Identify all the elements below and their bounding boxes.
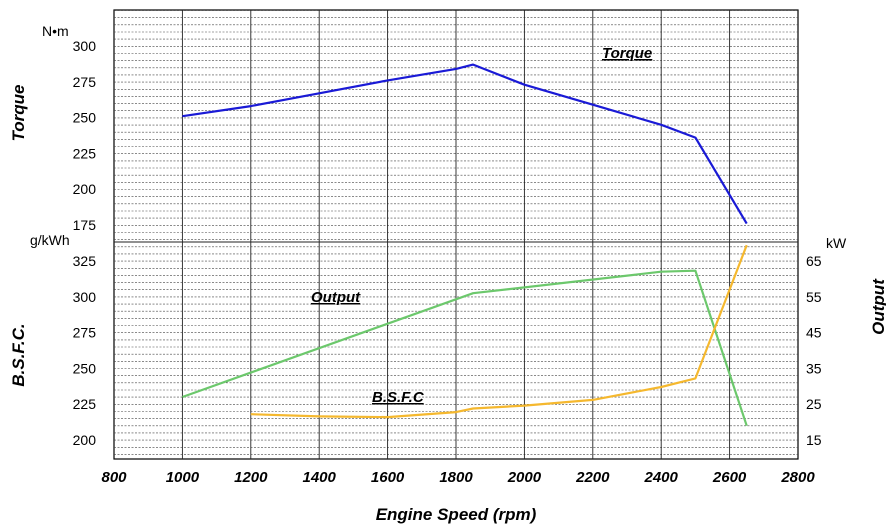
x-axis-title: Engine Speed (rpm): [376, 505, 537, 524]
bsfc-tick-label: 225: [73, 396, 97, 412]
bsfc-axis-title: B.S.F.C.: [9, 323, 28, 386]
output-tick-labels: 15 25 35 45 55 65: [806, 253, 822, 448]
output-unit: kW: [826, 235, 847, 251]
x-tick-label: 800: [101, 469, 127, 486]
output-series-label: Output: [311, 289, 361, 306]
series-line-bsfc: [250, 244, 748, 419]
bsfc-unit: g/kWh: [30, 232, 70, 248]
series-line-torque: [182, 63, 748, 225]
torque-tick-label: 300: [73, 38, 97, 54]
bsfc-tick-label: 300: [73, 289, 97, 305]
x-tick-label: 1600: [371, 469, 405, 486]
output-tick-label: 45: [806, 325, 822, 341]
torque-tick-labels: 175 200 225 250 275 300: [73, 38, 97, 233]
torque-unit: N•m: [42, 23, 69, 39]
series-lines: [182, 63, 748, 427]
x-tick-labels: 800 1000 1200 1400 1600 1800 2000 2200 2400 2600 2…: [101, 469, 815, 486]
torque-tick-label: 175: [73, 217, 97, 233]
torque-tick-label: 250: [73, 110, 97, 126]
output-tick-label: 55: [806, 289, 822, 305]
grid: [114, 10, 798, 459]
output-tick-label: 65: [806, 253, 822, 269]
bsfc-tick-label: 200: [73, 432, 97, 448]
torque-series-label: Torque: [602, 45, 652, 62]
output-tick-label: 25: [806, 396, 822, 412]
bsfc-tick-labels: 200 225 250 275 300 325: [73, 253, 97, 448]
series-line-output: [182, 269, 748, 427]
x-tick-label: 2800: [780, 469, 815, 486]
x-tick-label: 2400: [644, 469, 679, 486]
x-tick-label: 1000: [166, 469, 200, 486]
bsfc-tick-label: 250: [73, 360, 97, 376]
x-tick-label: 2200: [575, 469, 610, 486]
x-tick-label: 1400: [303, 469, 337, 486]
bsfc-tick-label: 275: [73, 325, 97, 341]
bsfc-series-label: B.S.F.C: [372, 389, 425, 406]
torque-tick-label: 200: [73, 181, 97, 197]
output-tick-label: 15: [806, 432, 822, 448]
output-axis-title: Output: [869, 278, 886, 335]
x-tick-label: 1800: [439, 469, 473, 486]
torque-axis-title: Torque: [9, 85, 28, 142]
torque-tick-label: 225: [73, 145, 97, 161]
bsfc-tick-label: 325: [73, 253, 97, 269]
x-tick-label: 2000: [507, 469, 542, 486]
x-tick-label: 2600: [712, 469, 747, 486]
output-tick-label: 35: [806, 360, 822, 376]
x-tick-label: 1200: [234, 469, 268, 486]
torque-tick-label: 275: [73, 74, 97, 90]
